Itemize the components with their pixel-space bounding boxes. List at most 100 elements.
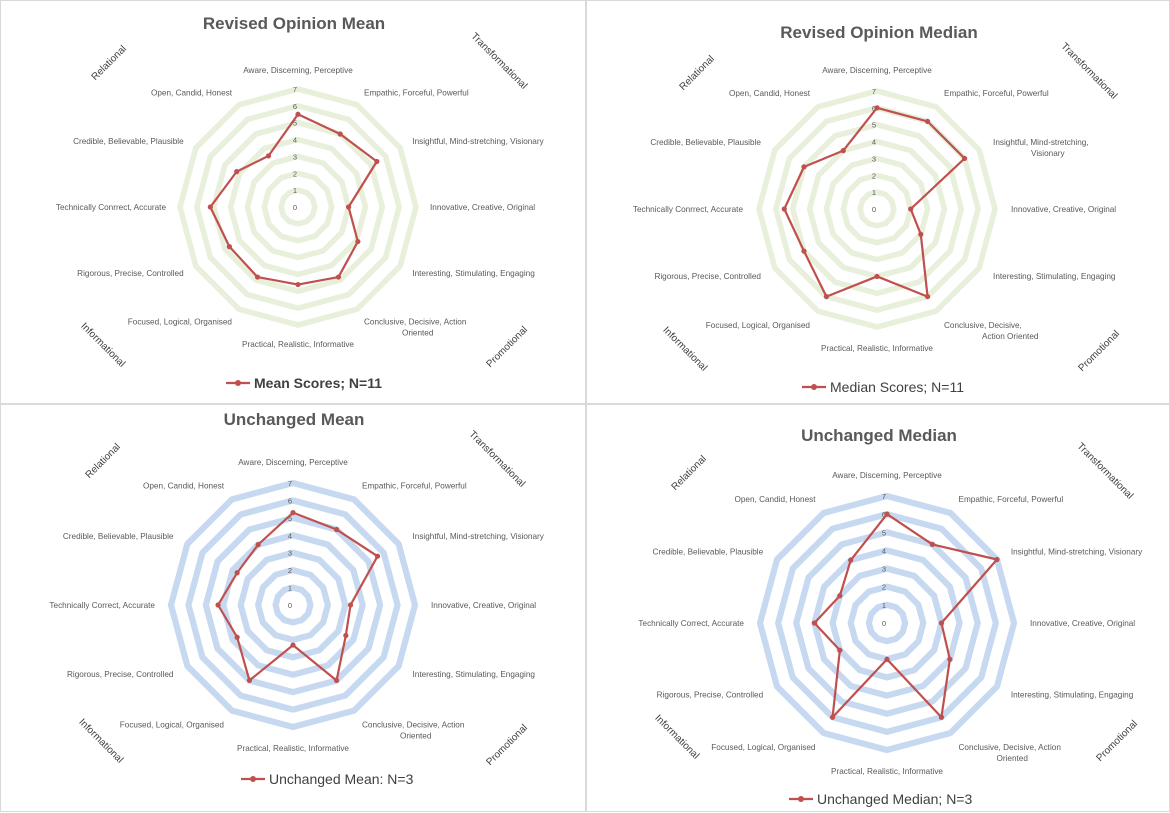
radar-chart-unchanged-mean: Unchanged Mean 0 1 2 3 4 5 6 7 Aware, Discerning,… [49,410,544,787]
legend: Unchanged Mean: N=3 [241,771,414,787]
data-point [234,634,240,640]
category-label-rigorous-precise-controlled: Rigorous, Precise, Controlled [77,269,184,278]
data-point [840,148,846,154]
legend-label: Unchanged Mean: N=3 [269,771,414,787]
grid-ring [210,119,386,295]
grid-ring [255,567,331,643]
tick-label: 4 [872,138,876,147]
category-label-technically-conrrect-accurate: Technically Conrrect, Accurate [633,205,744,214]
tick-label: 0 [293,203,297,212]
data-point [226,244,232,250]
legend-label: Mean Scores; N=11 [254,375,382,391]
legend: Unchanged Median; N=3 [789,791,972,807]
grid-ring [237,549,349,661]
grid-ring [847,583,927,663]
grid-ring [272,584,314,626]
grid-ring [167,479,419,731]
tick-label: 3 [288,549,292,558]
category-label-focused-logical-organised: Focused, Logical, Organised [120,721,225,730]
data-point [335,274,342,280]
quadrant-label-relational: Relational [84,442,123,481]
data-point [837,647,843,653]
data-point [345,204,352,210]
category-label-focused-logical-organised: Focused, Logical, Organised [711,743,816,752]
chart-title: Revised Opinion Median [780,23,977,42]
grid-ring [811,547,963,699]
grid-ring [194,103,402,311]
quadrant-label-relational: Relational [90,44,129,83]
chart-title: Revised Opinion Mean [203,14,385,33]
category-label-aware-discerning-perceptive: Aware, Discerning, Perceptive [243,66,353,75]
data-point [811,620,818,626]
data-point [215,602,221,608]
tick-label: 2 [882,583,886,592]
data-point [234,169,240,175]
legend-marker [250,776,256,782]
data-point [908,206,914,212]
tick-label: 6 [882,510,886,519]
data-point [295,281,301,288]
quadrant-label-relational: Relational [678,54,717,93]
data-point [333,677,340,684]
tick-label: 1 [293,186,297,195]
radar-grid [177,86,419,328]
quadrant-label-transformational: Transformational [1074,441,1135,502]
category-label-interesting-stimulating-engaging: Interesting, Stimulating, Engaging [413,670,536,679]
category-label-innovative-creative-original: Innovative, Creative, Original [431,601,536,610]
chart-title: Unchanged Mean [224,410,365,429]
tick-label: 5 [288,514,292,523]
category-label-conclusive-decisive-action-oriented: Conclusive, Decisive, Action Oriented [944,321,1039,341]
grid-ring [823,155,931,263]
legend-marker [798,796,804,802]
category-label-empathic-forceful-powerful: Empathic, Forceful, Powerful [364,89,469,98]
tick-label: 5 [293,119,297,128]
data-point [823,293,830,300]
tick-label: 2 [288,566,292,575]
category-label-rigorous-precise-controlled: Rigorous, Precise, Controlled [654,272,761,281]
chart-panel-revised-median: Revised Opinion Median 0 1 2 3 4 5 6 7 Aware, Dis… [586,0,1170,404]
tick-label: 2 [872,171,876,180]
tick-label: 4 [293,136,297,145]
category-label-empathic-forceful-powerful: Empathic, Forceful, Powerful [959,495,1064,504]
tick-label: 0 [288,601,292,610]
data-point [947,656,953,662]
legend: Median Scores; N=11 [802,379,964,395]
legend-label: Median Scores; N=11 [830,379,964,395]
data-point [255,542,261,548]
data-point [801,248,807,254]
data-point [265,153,272,159]
grid-ring [261,170,335,244]
category-label-technically-correct-accurate: Technically Correct, Accurate [638,619,744,628]
tick-label: 0 [882,619,886,628]
data-point [347,602,354,608]
grid-ring [202,514,384,696]
radar-grid [756,492,1018,754]
tick-label: 7 [872,87,876,96]
chart-panel-revised-mean: Revised Opinion Mean 0 1 2 3 4 5 6 7 Aware, Disce… [0,0,586,404]
category-label-insightful-mind-stretching-visionary: Insightful, Mind-stretching, Visionary [993,138,1089,158]
data-point [374,158,380,165]
category-label-practical-realistic-informative: Practical, Realistic, Informative [821,344,933,353]
category-label-aware-discerning-perceptive: Aware, Discerning, Perceptive [822,66,932,75]
quadrant-label-promotional: Promotional [484,324,530,370]
chart-panel-unchanged-mean: Unchanged Mean 0 1 2 3 4 5 6 7 Aware, Discerning,… [0,404,586,812]
category-label-interesting-stimulating-engaging: Interesting, Stimulating, Engaging [1011,691,1134,700]
tick-label: 6 [872,104,876,113]
data-point [994,556,1000,563]
tick-label: 4 [288,531,292,540]
data-point [254,274,261,280]
grid-ring [244,153,352,261]
category-label-empathic-forceful-powerful: Empathic, Forceful, Powerful [944,89,1049,98]
data-point [924,293,931,300]
category-label-insightful-mind-stretching-visionary: Insightful, Mind-stretching, Visionary [1011,548,1143,557]
data-point [874,105,880,111]
category-label-credible-believable-plausible: Credible, Believable, Plausible [63,532,174,541]
tick-label: 1 [872,188,876,197]
category-label-practical-realistic-informative: Practical, Realistic, Informative [242,340,354,349]
data-point [884,656,890,662]
category-label-conclusive-decisive-action-oriented: Conclusive, Decisive, Action Oriented [364,317,467,337]
data-point [234,570,240,576]
grid-ring [177,86,419,328]
tick-label: 4 [882,546,886,555]
radar-chart-unchanged-median: Unchanged Median 0 1 2 3 4 5 6 7 Aware, Discernin… [638,426,1143,807]
